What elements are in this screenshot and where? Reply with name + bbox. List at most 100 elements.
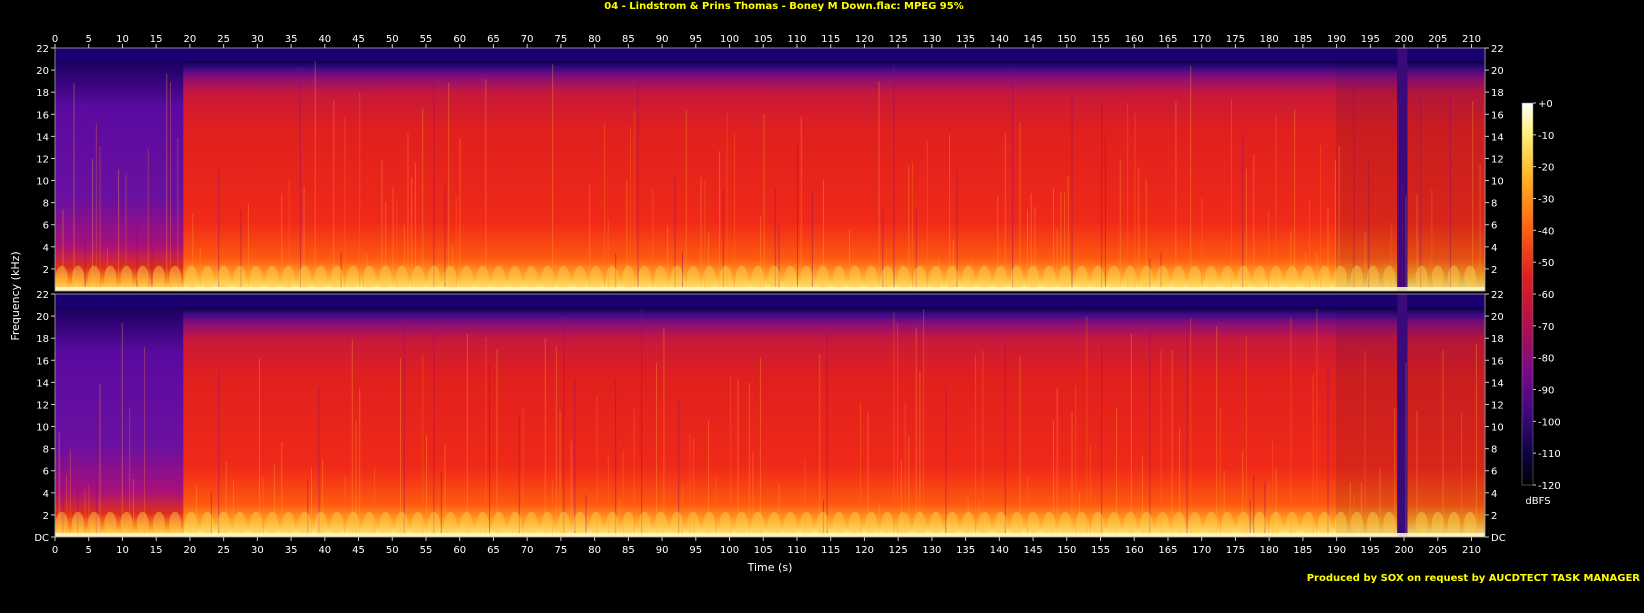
segment-1 [183,61,1337,291]
segment-4 [1407,307,1485,537]
x-tick-label-top: 165 [1158,34,1177,45]
x-tick-label-bottom: 185 [1293,545,1312,556]
x-tick-label-top: 115 [821,34,840,45]
x-tick-label-bottom: 200 [1395,545,1414,556]
x-tick-label-bottom: 5 [86,545,92,556]
x-tick-label-top: 200 [1395,34,1414,45]
x-tick-label-top: 15 [150,34,163,45]
x-tick-label-top: 105 [754,34,773,45]
x-tick-label-top: 140 [990,34,1009,45]
y-tick-label-right: 2 [1491,511,1497,522]
y-tick-label-left: 2 [43,511,49,522]
segment-cutoff-band [1407,48,1485,62]
y-tick-label-right: 10 [1491,177,1504,188]
y-tick-label-right: 10 [1491,423,1504,434]
x-tick-label-top: 5 [86,34,92,45]
x-tick-label-top: 85 [622,34,635,45]
colorbar-tick-label: -30 [1538,195,1554,206]
x-tick-label-top: 110 [787,34,806,45]
x-tick-label-top: 175 [1226,34,1245,45]
x-tick-label-bottom: 20 [184,545,197,556]
x-tick-label-bottom: 45 [352,545,365,556]
y-tick-label-right: 12 [1491,400,1504,411]
x-tick-label-bottom: 205 [1428,545,1447,556]
x-tick-label-bottom: 195 [1361,545,1380,556]
dc-band [55,533,1485,537]
colorbar: +0 -10 -20 -30 -40 -50 -60 -70 -80 -90 -100 -110 -12… [1521,99,1561,507]
y-tick-label-left: 20 [36,312,49,323]
y-tick-label-left: 8 [43,199,49,210]
y-tick-label-right: 6 [1491,221,1497,232]
x-tick-label-top: 0 [52,34,58,45]
segment-cutoff-band [55,48,184,62]
x-tick-label-top: 35 [285,34,298,45]
y-tick-label-right: 12 [1491,154,1504,165]
x-tick-label-top: 70 [521,34,534,45]
x-tick-label-top: 90 [656,34,669,45]
chart-title: 04 - Lindstrom & Prins Thomas - Boney M … [604,1,964,12]
colorbar-tick-label: -10 [1538,131,1554,142]
x-tick-label-bottom: 130 [922,545,941,556]
x-tick-label-bottom: 150 [1057,545,1076,556]
y-tick-label-left: 14 [36,132,49,143]
x-tick-label-top: 125 [889,34,908,45]
x-tick-label-top: 55 [420,34,433,45]
y-tick-label-right: 20 [1491,66,1504,77]
x-tick-label-top: 25 [217,34,230,45]
segment-cutoff-band [1336,48,1398,62]
colorbar-tick-label: -50 [1538,258,1554,269]
segment-cutoff-band [55,294,184,308]
x-tick-label-bottom: 35 [285,545,298,556]
x-tick-label-bottom: 95 [689,545,702,556]
y-tick-label-left: 4 [43,243,49,254]
x-tick-label-top: 130 [922,34,941,45]
segment-cutoff-band [1336,294,1398,308]
x-tick-label-top: 100 [720,34,739,45]
y-tick-label-left: 20 [36,66,49,77]
y-tick-label-right: 20 [1491,312,1504,323]
x-tick-label-bottom: 115 [821,545,840,556]
x-tick-label-bottom: 125 [889,545,908,556]
y-tick-label-right: 2 [1491,265,1497,276]
y-tick-label-right: 22 [1491,290,1504,301]
x-tick-label-bottom: 10 [116,545,129,556]
x-tick-label-top: 120 [855,34,874,45]
colorbar-tick-label: -20 [1538,163,1554,174]
x-tick-label-bottom: 110 [787,545,806,556]
colorbar-label: dBFS [1525,496,1550,507]
x-tick-label-bottom: 120 [855,545,874,556]
x-tick-label-top: 160 [1125,34,1144,45]
x-tick-label-top: 75 [555,34,568,45]
y-tick-label-left: 22 [36,290,49,301]
y-tick-label-left: 8 [43,445,49,456]
x-tick-label-top: 205 [1428,34,1447,45]
y-axis-label: Frequency (kHz) [9,251,22,340]
x-tick-label-bottom: 145 [1024,545,1043,556]
x-tick-label-top: 40 [318,34,331,45]
y-tick-label-left: 6 [43,467,49,478]
segment-gap [1397,48,1408,291]
x-tick-label-top: 80 [588,34,601,45]
y-tick-label-left: DC [34,533,49,544]
segment-cutoff-band [183,294,1337,308]
segment-0 [55,61,184,291]
y-tick-label-left: 22 [36,44,49,55]
segment-cutoff-band [1407,294,1485,308]
segment-1 [183,307,1337,537]
x-tick-label-bottom: 50 [386,545,399,556]
x-tick-label-bottom: 190 [1327,545,1346,556]
dc-band [55,287,1485,291]
colorbar-tick-label: +0 [1538,99,1553,110]
segment-2 [1336,307,1398,537]
x-tick-label-top: 150 [1057,34,1076,45]
x-tick-label-top: 195 [1361,34,1380,45]
x-tick-label-top: 65 [487,34,500,45]
colorbar-tick-label: -60 [1538,290,1554,301]
x-tick-label-top: 185 [1293,34,1312,45]
x-tick-label-bottom: 175 [1226,545,1245,556]
x-tick-label-bottom: 160 [1125,545,1144,556]
segment-0 [55,307,184,537]
colorbar-tick-label: -40 [1538,226,1554,237]
x-tick-label-bottom: 25 [217,545,230,556]
